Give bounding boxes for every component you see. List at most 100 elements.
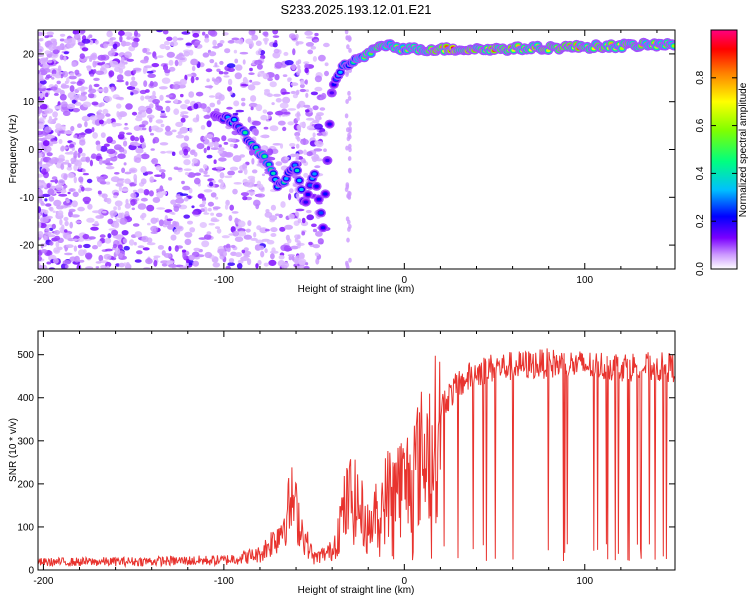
noise-mark (215, 196, 219, 200)
noise-mark (47, 134, 56, 139)
noise-mark (59, 218, 63, 226)
noise-mark (303, 265, 310, 269)
noise-mark (75, 101, 82, 106)
noise-mark (284, 156, 290, 161)
colorbar-gradient (710, 29, 738, 270)
noise-mark (212, 45, 220, 49)
noise-mark (226, 247, 231, 253)
noise-mark (298, 258, 307, 266)
noise-mark (99, 260, 109, 264)
noise-mark (256, 193, 266, 198)
streak-mark (347, 132, 351, 138)
noise-mark (148, 190, 154, 197)
noise-mark (269, 81, 277, 88)
noise-mark (140, 95, 145, 101)
ridge-core (323, 192, 328, 196)
noise-mark (38, 206, 41, 213)
noise-mark (63, 55, 67, 62)
noise-mark (159, 142, 169, 146)
noise-mark (303, 104, 311, 108)
noise-mark (182, 154, 191, 159)
noise-mark (116, 218, 121, 223)
noise-mark (46, 53, 52, 58)
noise-mark (234, 252, 243, 258)
noise-mark (305, 42, 314, 47)
noise-mark (232, 188, 238, 195)
noise-mark (288, 255, 292, 261)
noise-mark (66, 77, 70, 84)
noise-mark (82, 196, 92, 203)
noise-mark (48, 116, 53, 121)
noise-mark (130, 199, 136, 206)
noise-mark (305, 109, 310, 113)
noise-mark (320, 92, 327, 100)
snr-y-tick-label: 200 (17, 479, 34, 490)
noise-mark (124, 211, 130, 217)
noise-mark (247, 116, 252, 123)
noise-mark (88, 236, 96, 240)
noise-mark (255, 40, 262, 47)
noise-mark (92, 210, 101, 214)
noise-mark (304, 67, 309, 74)
noise-mark (198, 237, 207, 240)
noise-mark (46, 152, 53, 157)
noise-mark (130, 92, 134, 96)
noise-mark (119, 217, 128, 225)
noise-mark (105, 166, 115, 170)
noise-mark (47, 188, 55, 196)
noise-mark (141, 127, 147, 131)
noise-mark (306, 214, 315, 221)
noise-mark (79, 30, 86, 34)
noise-mark (44, 126, 52, 133)
noise-mark (96, 176, 106, 183)
noise-mark (224, 204, 229, 210)
noise-mark (96, 144, 102, 152)
noise-mark (257, 259, 262, 266)
noise-mark (123, 140, 128, 147)
noise-mark (95, 261, 102, 264)
noise-mark (226, 106, 233, 110)
noise-mark (141, 120, 149, 126)
noise-mark (219, 60, 224, 65)
noise-mark (140, 197, 148, 202)
noise-mark (187, 172, 196, 178)
noise-mark (227, 262, 235, 266)
noise-mark (270, 233, 277, 237)
noise-mark (116, 111, 120, 118)
noise-mark (202, 31, 206, 36)
noise-mark (175, 134, 185, 139)
noise-mark (42, 68, 51, 73)
noise-mark (118, 185, 122, 192)
noise-mark (169, 211, 175, 215)
noise-mark (221, 235, 230, 239)
noise-mark (101, 61, 106, 65)
noise-mark (307, 49, 314, 55)
noise-mark (42, 243, 47, 247)
noise-mark (54, 105, 59, 109)
noise-mark (234, 72, 242, 80)
streak-mark (295, 41, 300, 46)
noise-mark (217, 150, 223, 154)
noise-mark (38, 82, 42, 89)
noise-mark (179, 78, 187, 86)
noise-mark (248, 72, 255, 75)
noise-mark (116, 79, 125, 83)
noise-mark (154, 174, 162, 177)
noise-mark (229, 143, 235, 147)
noise-mark (111, 121, 117, 128)
noise-mark (173, 81, 182, 85)
noise-mark (54, 73, 62, 79)
noise-mark (183, 214, 190, 219)
noise-mark (81, 115, 91, 122)
noise-mark (172, 36, 178, 42)
noise-mark (95, 140, 101, 146)
noise-mark (203, 136, 208, 141)
noise-mark (47, 234, 56, 238)
noise-mark (55, 45, 63, 51)
noise-mark (85, 252, 93, 260)
noise-mark (77, 152, 81, 158)
noise-mark (112, 43, 118, 50)
noise-mark (314, 32, 319, 37)
noise-mark (82, 233, 90, 240)
